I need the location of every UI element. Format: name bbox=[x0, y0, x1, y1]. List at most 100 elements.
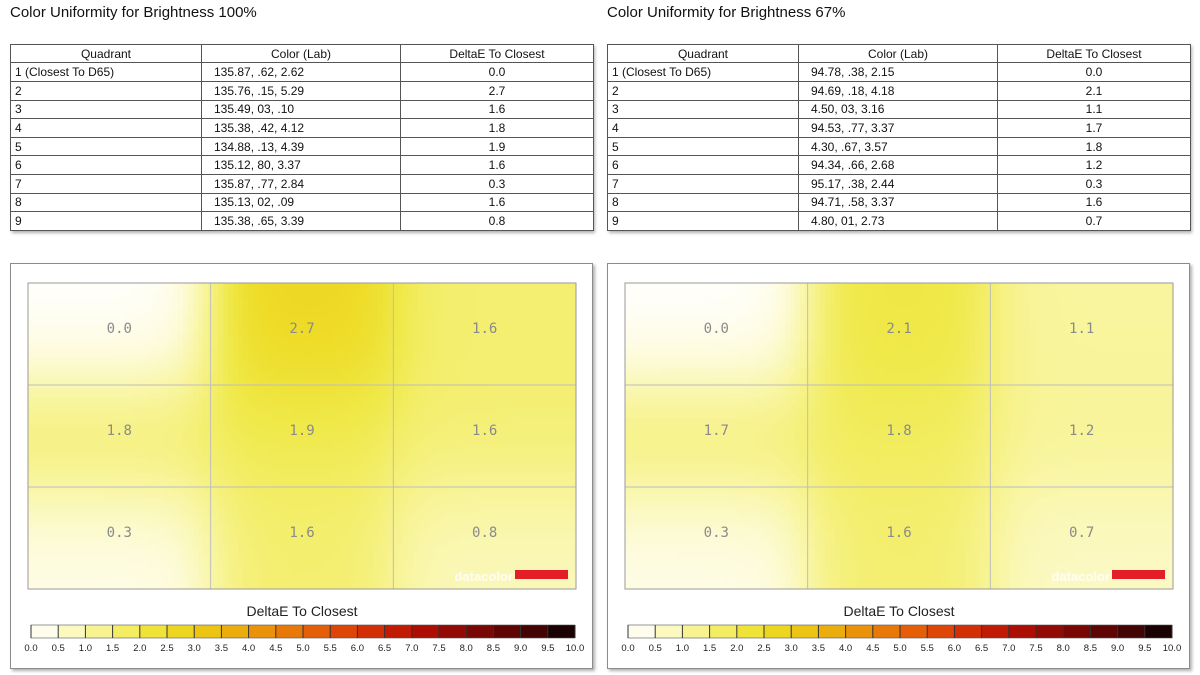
quadrant-value-label: 0.0 bbox=[107, 321, 132, 337]
color-lab-cell: 135.87, .62, 2.62 bbox=[201, 62, 401, 82]
deltae-cell: 1.6 bbox=[400, 99, 594, 120]
color-lab-cell: 135.76, .15, 5.29 bbox=[201, 80, 401, 101]
colorbar-segment bbox=[1144, 625, 1173, 638]
lab-table-right: Quadrant Color (Lab) DeltaE To Closest 1… bbox=[607, 43, 1191, 231]
colorbar-segment bbox=[275, 625, 304, 638]
header-color-lab: Color (Lab) bbox=[798, 43, 998, 64]
header-quadrant: Quadrant bbox=[10, 43, 202, 64]
colorbar-segment bbox=[628, 625, 656, 638]
lab-table: Quadrant Color (Lab) DeltaE To Closest 1… bbox=[10, 43, 594, 231]
colorbar-tick-label: 8.5 bbox=[487, 643, 500, 654]
colorbar-tick-label: 4.5 bbox=[866, 643, 879, 654]
quadrant-value-label: 0.3 bbox=[107, 525, 132, 541]
datacolor-logo-bar bbox=[515, 570, 568, 579]
lab-table: Quadrant Color (Lab) DeltaE To Closest 1… bbox=[607, 43, 1191, 231]
color-lab-cell: 135.38, .65, 3.39 bbox=[201, 211, 401, 231]
table-row: 4 94.53, .77, 3.37 1.7 bbox=[607, 118, 1191, 138]
table-row: 2 135.76, .15, 5.29 2.7 bbox=[10, 80, 594, 101]
header-deltae: DeltaE To Closest bbox=[400, 43, 594, 64]
colorbar-segment bbox=[248, 625, 277, 638]
quadrant-cell: 8 bbox=[10, 192, 202, 213]
colorbar-tick-label: 0.0 bbox=[24, 643, 37, 654]
quadrant-value-label: 0.7 bbox=[1069, 525, 1094, 541]
lab-table-left: Quadrant Color (Lab) DeltaE To Closest 1… bbox=[10, 43, 594, 231]
deltae-cell: 1.6 bbox=[400, 192, 594, 213]
color-lab-cell: 94.53, .77, 3.37 bbox=[798, 118, 998, 138]
colorbar-tick-label: 9.0 bbox=[514, 643, 527, 654]
colorbar-segment bbox=[900, 625, 928, 638]
table-row: 6 135.12, 80, 3.37 1.6 bbox=[10, 155, 594, 176]
colorbar-tick-label: 7.0 bbox=[405, 643, 418, 654]
colorbar-tick-label: 0.0 bbox=[621, 643, 634, 654]
colorbar-tick-label: 4.0 bbox=[839, 643, 852, 654]
deltae-cell: 0.0 bbox=[400, 62, 594, 82]
table-row: 9 135.38, .65, 3.39 0.8 bbox=[10, 211, 594, 231]
deltae-cell: 1.6 bbox=[400, 155, 594, 176]
colorbar-segment bbox=[439, 625, 467, 638]
color-lab-cell: 94.71, .58, 3.37 bbox=[798, 192, 998, 213]
table-row: 3 135.49, 03, .10 1.6 bbox=[10, 99, 594, 120]
deltae-cell: 1.7 bbox=[997, 118, 1191, 138]
table-row: 7 95.17, .38, 2.44 0.3 bbox=[607, 174, 1191, 194]
colorbar-tick-label: 10.0 bbox=[1163, 643, 1182, 654]
color-lab-cell: 135.49, 03, .10 bbox=[201, 99, 401, 120]
colorbar-label: DeltaE To Closest bbox=[843, 603, 954, 619]
colorbar-tick-label: 1.5 bbox=[106, 643, 119, 654]
header-quadrant: Quadrant bbox=[607, 43, 799, 64]
deltae-cell: 1.8 bbox=[997, 136, 1191, 157]
colorbar-tick-label: 4.5 bbox=[269, 643, 282, 654]
colorbar-segment bbox=[655, 625, 683, 638]
colorbar-segment bbox=[818, 625, 846, 638]
colorbar-segment bbox=[682, 625, 710, 638]
quadrant-cell: 6 bbox=[10, 155, 202, 176]
colorbar-tick-label: 10.0 bbox=[566, 643, 585, 654]
colorbar-tick-label: 7.5 bbox=[1029, 643, 1042, 654]
colorbar-label: DeltaE To Closest bbox=[246, 603, 357, 619]
color-lab-cell: 4.30, .67, 3.57 bbox=[798, 136, 998, 157]
deltae-cell: 2.1 bbox=[997, 80, 1191, 101]
panel-left-title: Color Uniformity for Brightness 100% bbox=[10, 4, 257, 21]
deltae-cell: 0.7 bbox=[997, 211, 1191, 231]
quadrant-cell: 8 bbox=[607, 192, 799, 213]
color-lab-cell: 94.69, .18, 4.18 bbox=[798, 80, 998, 101]
colorbar-segment bbox=[493, 625, 521, 638]
colorbar-tick-label: 6.0 bbox=[948, 643, 961, 654]
colorbar-segment bbox=[1117, 625, 1146, 638]
colorbar-tick-label: 9.0 bbox=[1111, 643, 1124, 654]
colorbar-tick-label: 9.5 bbox=[541, 643, 554, 654]
table-row: 3 4.50, 03, 3.16 1.1 bbox=[607, 99, 1191, 120]
quadrant-value-label: 2.7 bbox=[289, 321, 314, 337]
color-lab-cell: 135.87, .77, 2.84 bbox=[201, 174, 401, 194]
colorbar-tick-label: 1.0 bbox=[79, 643, 92, 654]
table-row: 8 94.71, .58, 3.37 1.6 bbox=[607, 192, 1191, 213]
colorbar-tick-label: 6.5 bbox=[975, 643, 988, 654]
table-row: 7 135.87, .77, 2.84 0.3 bbox=[10, 174, 594, 194]
table-row: 4 135.38, .42, 4.12 1.8 bbox=[10, 118, 594, 138]
colorbar-tick-label: 5.0 bbox=[296, 643, 309, 654]
color-lab-cell: 4.80, 01, 2.73 bbox=[798, 211, 998, 231]
colorbar-tick-label: 0.5 bbox=[649, 643, 662, 654]
colorbar-segment bbox=[58, 625, 86, 638]
table-row: 8 135.13, 02, .09 1.6 bbox=[10, 192, 594, 213]
colorbar-tick-label: 2.0 bbox=[133, 643, 146, 654]
table-row: 1 (Closest To D65) 94.78, .38, 2.15 0.0 bbox=[607, 62, 1191, 82]
header-deltae: DeltaE To Closest bbox=[997, 43, 1191, 64]
colorbar-segment bbox=[764, 625, 792, 638]
colorbar-segment bbox=[736, 625, 765, 638]
plot-border bbox=[624, 282, 1174, 590]
color-lab-cell: 95.17, .38, 2.44 bbox=[798, 174, 998, 194]
color-lab-cell: 94.34, .66, 2.68 bbox=[798, 155, 998, 176]
quadrant-cell: 2 bbox=[607, 80, 799, 101]
quadrant-cell: 7 bbox=[607, 174, 799, 194]
quadrant-value-label: 1.6 bbox=[886, 525, 911, 541]
colorbar-segment bbox=[547, 625, 576, 638]
quadrant-cell: 4 bbox=[607, 118, 799, 138]
colorbar-segment bbox=[303, 625, 331, 638]
deltae-cell: 1.2 bbox=[997, 155, 1191, 176]
colorbar-tick-label: 1.5 bbox=[703, 643, 716, 654]
table-row: 2 94.69, .18, 4.18 2.1 bbox=[607, 80, 1191, 101]
quadrant-value-label: 0.0 bbox=[704, 321, 729, 337]
uniformity-chart: 0.0 2.7 1.6 1.8 1.9 1.6 0.3 1.6 0.8 datacolor Delt… bbox=[24, 282, 585, 654]
colorbar-segment bbox=[221, 625, 249, 638]
quadrant-cell: 1 (Closest To D65) bbox=[607, 62, 799, 82]
